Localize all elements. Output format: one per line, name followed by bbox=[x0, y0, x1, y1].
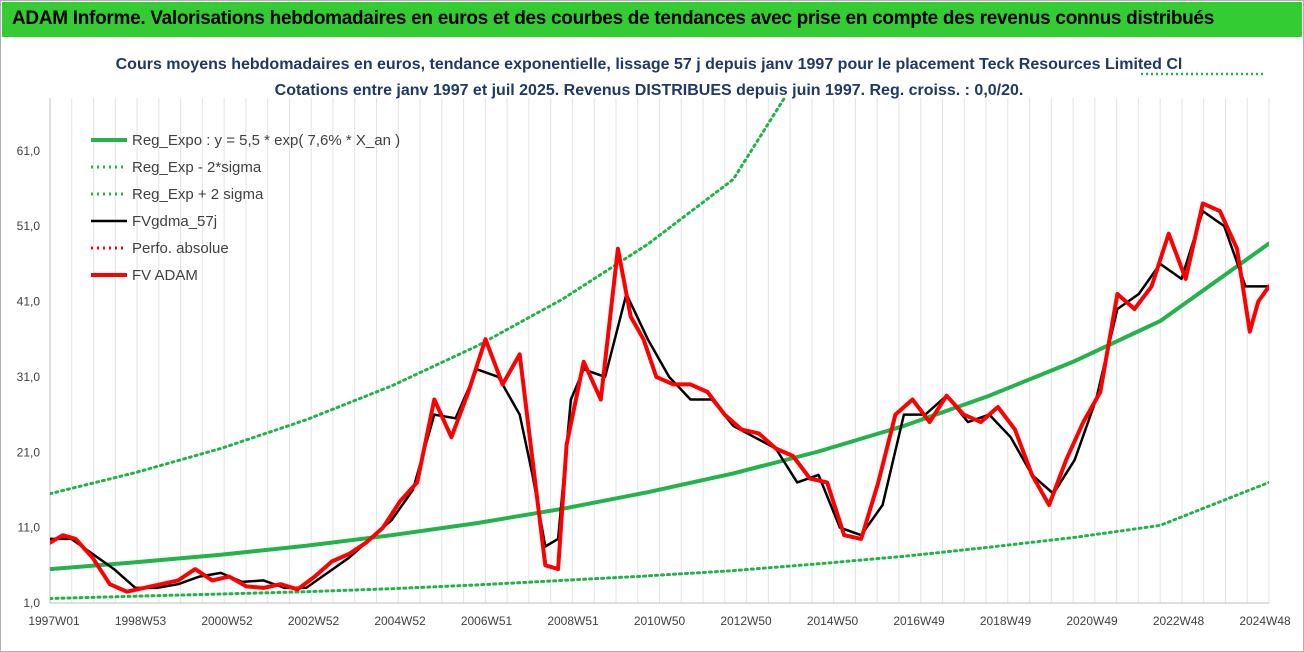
y-tick-label: 1,0 bbox=[23, 596, 40, 610]
legend: Reg_Expo : y = 5,5 * exp( 7,6% * X_an ) R… bbox=[91, 132, 400, 284]
legend-label: Perfo. absolue bbox=[132, 240, 229, 257]
x-tick-label: 1998W53 bbox=[115, 614, 167, 628]
legend-label: FV ADAM bbox=[132, 267, 198, 284]
x-tick-label: 2008W51 bbox=[547, 614, 599, 628]
legend-label: FVgdma_57j bbox=[132, 213, 217, 230]
x-tick-label: 2000W52 bbox=[201, 614, 253, 628]
x-tick-label: 2004W52 bbox=[374, 614, 426, 628]
x-tick-label: 2002W52 bbox=[288, 614, 340, 628]
title-banner: ADAM Informe. Valorisations hebdomadaire… bbox=[2, 2, 1302, 37]
x-tick-label: 2014W50 bbox=[807, 614, 859, 628]
legend-label: Reg_Exp - 2*sigma bbox=[132, 159, 262, 176]
x-tick-label: 2018W49 bbox=[980, 614, 1032, 628]
series-line-0 bbox=[50, 241, 1269, 572]
y-tick-label: 21,0 bbox=[17, 445, 41, 459]
banner-title: ADAM Informe. Valorisations hebdomadaire… bbox=[12, 8, 1214, 29]
chart-subtitle: Cotations entre janv 1997 et juil 2025. … bbox=[275, 82, 1024, 99]
chart: Cours moyens hebdomadaires en euros, ten… bbox=[17, 56, 1291, 628]
series-line-2 bbox=[50, 96, 786, 496]
legend-label: Reg_Expo : y = 5,5 * exp( 7,6% * X_an ) bbox=[132, 132, 400, 149]
y-axis: 1,0 11,0 21,0 31,0 41,0 51,0 61,0 bbox=[17, 98, 51, 610]
y-tick-label: 61,0 bbox=[17, 144, 41, 158]
y-tick-label: 31,0 bbox=[17, 370, 41, 384]
series-layer bbox=[50, 96, 1269, 600]
series-line-5 bbox=[50, 201, 1269, 594]
y-tick-label: 41,0 bbox=[17, 295, 41, 309]
x-tick-label: 2012W50 bbox=[720, 614, 772, 628]
x-tick-label: 2016W49 bbox=[893, 614, 945, 628]
x-tick-label: 2010W50 bbox=[634, 614, 686, 628]
x-tick-label: 2006W51 bbox=[461, 614, 513, 628]
x-axis: 1997W01 1998W53 2000W52 2002W52 2004W52 2006W… bbox=[28, 602, 1291, 628]
x-tick-label: 2020W49 bbox=[1066, 614, 1118, 628]
legend-label: Reg_Exp + 2 sigma bbox=[132, 186, 264, 203]
grid bbox=[49, 98, 1270, 603]
x-tick-label: 2024W48 bbox=[1239, 614, 1291, 628]
x-tick-label: 2022W48 bbox=[1153, 614, 1205, 628]
x-tick-label: 1997W01 bbox=[28, 614, 80, 628]
y-tick-label: 51,0 bbox=[17, 219, 41, 233]
chart-title: Cours moyens hebdomadaires en euros, ten… bbox=[116, 56, 1183, 73]
series-line-1 bbox=[50, 480, 1269, 600]
y-tick-label: 11,0 bbox=[18, 521, 41, 535]
